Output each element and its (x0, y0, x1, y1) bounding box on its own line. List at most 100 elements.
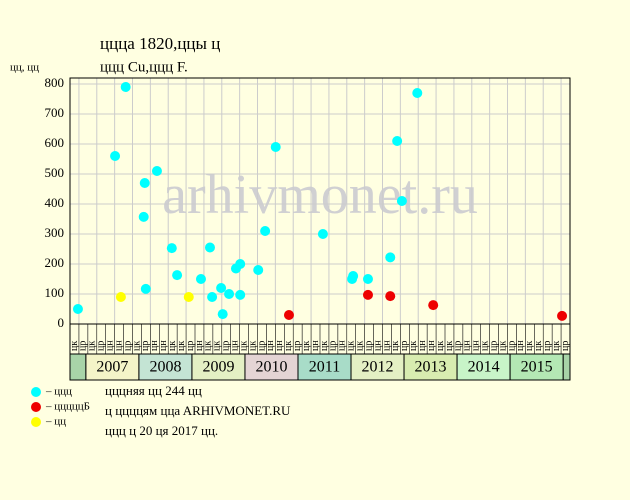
column-label: цк (69, 341, 80, 351)
point (270, 142, 281, 152)
point (412, 88, 423, 98)
column-label: цр (506, 341, 517, 351)
y-tick-label: 100 (45, 285, 65, 300)
column-label: цн (471, 340, 482, 351)
year-label: 2008 (149, 359, 181, 376)
note: цццняя цц 244 цц (105, 383, 202, 398)
column-label: цн (337, 340, 348, 351)
y-tick-label: 400 (45, 195, 65, 210)
column-label: цр (78, 341, 89, 351)
year-label: 2013 (415, 359, 447, 376)
point (172, 270, 183, 281)
note: ццц ц 20 ця 2017 цц. (105, 423, 218, 438)
legend-label: – цццццБ (45, 401, 90, 413)
legend-label: – цц (45, 416, 66, 428)
point (138, 211, 149, 222)
year-label: 2015 (521, 359, 553, 376)
year-label: 2014 (468, 359, 500, 376)
column-label: цр (542, 341, 553, 351)
column-label: цр (140, 341, 151, 351)
y-tick-label: 800 (45, 75, 65, 90)
point (217, 309, 228, 320)
year-label: 2012 (362, 359, 394, 376)
column-label: цн (462, 340, 473, 351)
column-label: цк (346, 341, 357, 351)
point (396, 196, 407, 206)
column-label: цк (435, 341, 446, 351)
column-label: цн (372, 340, 383, 351)
column-label: цк (301, 341, 312, 351)
point (120, 82, 131, 92)
y-tick-label: 600 (45, 135, 65, 150)
column-label: цк (444, 341, 455, 351)
column-label: цк (167, 341, 178, 351)
chart-title: ццца 1820,ццы ц (100, 34, 220, 53)
edge-cell (562, 353, 571, 381)
point (216, 283, 227, 293)
legend-label: – ццц (45, 386, 72, 398)
column-label: цн (113, 340, 124, 351)
column-label: цр (560, 341, 571, 351)
year-band (138, 353, 193, 381)
point (283, 310, 294, 320)
point (260, 226, 271, 236)
year-label: 2007 (96, 359, 128, 376)
column-label: цр (363, 341, 374, 351)
point (392, 136, 403, 146)
year-label: 2011 (309, 359, 340, 376)
column-label: цн (515, 340, 526, 351)
point (253, 265, 264, 275)
column-label: цк (524, 341, 535, 351)
point (557, 310, 568, 321)
point (195, 274, 206, 284)
point (235, 289, 246, 300)
column-label: цк (497, 341, 508, 351)
column-label: цн (265, 340, 276, 351)
year-band (191, 353, 246, 381)
watermark: arhivmonet.ru (162, 164, 478, 226)
point (151, 166, 162, 176)
y-tick-label: 300 (45, 225, 65, 240)
column-label: цр (221, 341, 232, 351)
column-label: цн (194, 340, 205, 351)
point (183, 292, 194, 302)
year-band (456, 353, 511, 381)
year-label: 2009 (202, 359, 234, 376)
point (115, 292, 126, 302)
column-label: цн (229, 340, 240, 351)
column-label: цк (203, 341, 214, 351)
column-label: цк (390, 341, 401, 351)
column-label: цк (551, 341, 562, 351)
column-label: цк (176, 341, 187, 351)
column-label: цр (122, 341, 133, 351)
column-label: цк (479, 341, 490, 351)
year-label: 2010 (255, 359, 287, 376)
point (385, 252, 396, 263)
legend-swatch (31, 417, 41, 427)
column-label: цк (87, 341, 98, 351)
column-label: цн (158, 340, 169, 351)
column-label: цр (96, 341, 107, 351)
column-label: цн (104, 340, 115, 351)
column-label: цн (310, 340, 321, 351)
y-axis-label: цц, цц (10, 62, 39, 74)
y-tick-label: 200 (45, 255, 65, 270)
column-label: цк (354, 341, 365, 351)
point (139, 178, 150, 188)
legend-swatch (31, 402, 41, 412)
point (140, 283, 151, 294)
point (204, 242, 215, 253)
column-label: цр (399, 341, 410, 351)
column-label: цн (381, 340, 392, 351)
column-label: цк (131, 341, 142, 351)
column-label: цк (238, 341, 249, 351)
legend-swatch (31, 387, 41, 397)
chart-subtitle: ццц Cu,ццц F. (100, 59, 188, 75)
point (166, 243, 177, 254)
y-tick-label: 500 (45, 165, 65, 180)
y-tick-label: 700 (45, 105, 65, 120)
column-label: цк (212, 341, 223, 351)
column-label: цк (247, 341, 258, 351)
